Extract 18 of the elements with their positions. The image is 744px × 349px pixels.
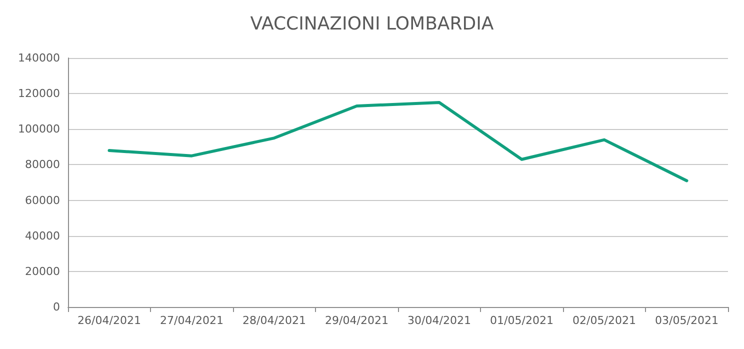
y-tick-label: 40000 <box>25 229 60 242</box>
y-tick-label: 0 <box>53 300 60 314</box>
x-tick-label: 01/05/2021 <box>490 314 554 327</box>
x-tick-label: 29/04/2021 <box>325 314 388 327</box>
y-tick-label: 100000 <box>18 122 60 136</box>
x-tick-label: 03/05/2021 <box>655 314 718 327</box>
chart-title: VACCINAZIONI LOMBARDIA <box>250 14 494 34</box>
y-tick-label: 60000 <box>25 194 60 207</box>
x-tick-label: 26/04/2021 <box>78 314 141 327</box>
x-tick-label: 28/04/2021 <box>242 314 306 327</box>
line-series <box>108 100 688 182</box>
x-tick-label: 02/05/2021 <box>572 314 636 327</box>
y-tick-label: 140000 <box>18 52 60 64</box>
y-tick-label: 120000 <box>18 87 60 100</box>
y-tick-label: 80000 <box>25 158 60 172</box>
x-tick-label: 30/04/2021 <box>408 314 471 327</box>
x-tick-label: 27/04/2021 <box>160 314 224 327</box>
y-tick-label: 20000 <box>25 264 60 278</box>
